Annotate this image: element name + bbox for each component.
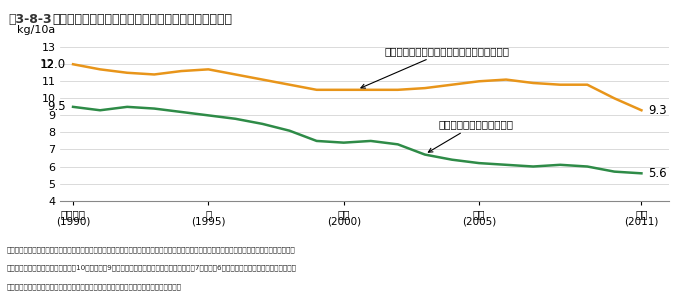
Text: 12.0: 12.0 bbox=[40, 58, 66, 71]
Text: ２３: ２３ bbox=[635, 209, 648, 219]
Text: 単位面積当たり農薬出荷量: 単位面積当たり農薬出荷量 bbox=[428, 119, 513, 152]
Text: (2000): (2000) bbox=[327, 217, 360, 227]
Text: 肥料）需要量は、前年度の肥料需要量／当年度の作付延べ面積の３か年移動平均。: 肥料）需要量は、前年度の肥料需要量／当年度の作付延べ面積の３か年移動平均。 bbox=[7, 283, 182, 289]
Text: 9.5: 9.5 bbox=[48, 100, 66, 113]
Text: (1990): (1990) bbox=[56, 217, 90, 227]
Text: 図3-8-3: 図3-8-3 bbox=[8, 13, 52, 27]
Text: ７: ７ bbox=[205, 209, 211, 219]
Text: 注：農薬出荷量は農薬年度（前年10月～当該年9月）、窒素肥料需要量は肥料年度（当該年7月～翌年6月）。単位面積当たり化学肥料（窒素: 注：農薬出荷量は農薬年度（前年10月～当該年9月）、窒素肥料需要量は肥料年度（当… bbox=[7, 265, 297, 271]
Text: 9.3: 9.3 bbox=[648, 104, 667, 117]
Text: 単位面積当たりの化学肥料需要量、農薬出荷量の推移: 単位面積当たりの化学肥料需要量、農薬出荷量の推移 bbox=[52, 13, 232, 27]
Text: １７: １７ bbox=[473, 209, 485, 219]
Text: 資料：農林水産省「耕地及び作付面積統計」、農林統計協会「ポケット肥料要覧」、（財）日本植物防疫協会「農薬要覧」を基に農林水産省で作成: 資料：農林水産省「耕地及び作付面積統計」、農林統計協会「ポケット肥料要覧」、（財… bbox=[7, 246, 295, 253]
Text: (2005): (2005) bbox=[462, 217, 496, 227]
Text: 単位面積当たり化学肥料（窒素肥料）需要量: 単位面積当たり化学肥料（窒素肥料）需要量 bbox=[361, 46, 510, 88]
Text: (2011): (2011) bbox=[624, 217, 659, 227]
Text: (1995): (1995) bbox=[191, 217, 225, 227]
Text: 5.6: 5.6 bbox=[648, 167, 667, 180]
Text: １２: １２ bbox=[337, 209, 350, 219]
Text: kg/10a: kg/10a bbox=[17, 25, 55, 35]
Text: 平成２年: 平成２年 bbox=[60, 209, 85, 219]
